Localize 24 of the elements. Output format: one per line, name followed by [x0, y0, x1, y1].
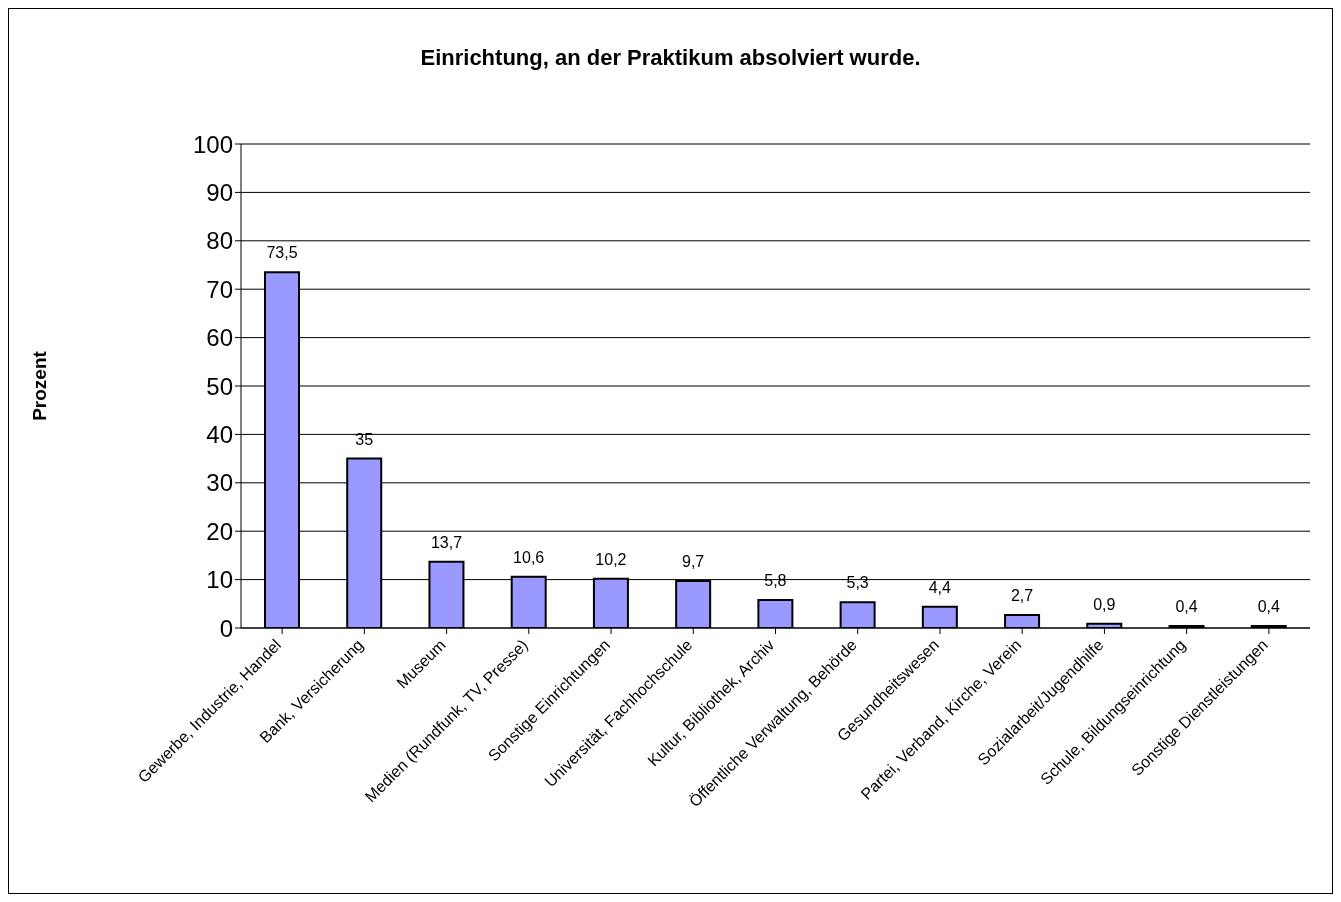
y-tick-label: 20: [206, 517, 233, 545]
y-tick-label: 10: [206, 566, 233, 594]
y-tick-label: 40: [206, 420, 233, 448]
data-label: 9,7: [682, 553, 705, 571]
y-tick-label: 0: [219, 614, 233, 642]
data-label: 10,6: [513, 548, 545, 566]
y-tick-label: 60: [206, 324, 233, 352]
y-tick-label: 70: [206, 275, 233, 303]
y-tick-label: 100: [192, 130, 233, 158]
data-label: 0,9: [1093, 595, 1116, 613]
data-label: 10,2: [595, 550, 627, 568]
data-label: 13,7: [430, 533, 463, 551]
chart-title: Einrichtung, an der Praktikum absolviert wurde.: [419, 45, 922, 71]
y-tick-label: 90: [206, 178, 233, 206]
y-tick-label: 30: [206, 469, 233, 497]
data-label: 0,4: [1175, 598, 1198, 616]
data-label: 0,4: [1257, 598, 1280, 616]
y-tick-label: 80: [206, 227, 233, 255]
y-tick-label: 50: [206, 372, 233, 400]
y-axis-title: Prozent: [28, 350, 50, 421]
data-label: 4,4: [928, 578, 952, 596]
data-label: 35: [355, 430, 374, 448]
data-label: 73,5: [266, 244, 298, 262]
data-label: 2,7: [1010, 586, 1034, 604]
